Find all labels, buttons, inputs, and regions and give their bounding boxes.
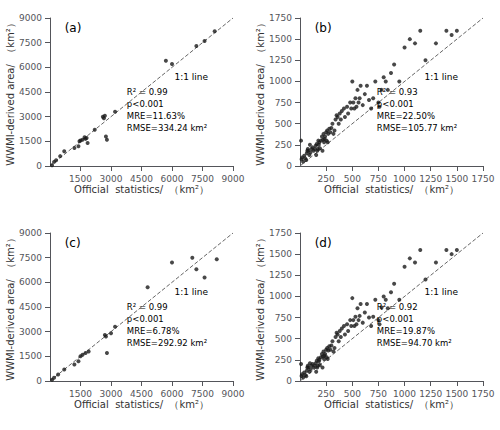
svg-text:750: 750 (370, 389, 387, 399)
svg-text:6000: 6000 (161, 174, 184, 184)
svg-text:1250: 1250 (269, 270, 292, 280)
svg-text:Official statistics/ （km²）: Official statistics/ （km²） (74, 399, 209, 410)
svg-text:1000: 1000 (393, 389, 416, 399)
svg-text:1:1 line: 1:1 line (424, 72, 458, 82)
svg-text:750: 750 (275, 313, 292, 323)
svg-text:1500: 1500 (19, 136, 42, 146)
svg-text:1:1 line: 1:1 line (174, 72, 208, 82)
svg-text:0: 0 (286, 376, 292, 386)
svg-text:500: 500 (275, 334, 292, 344)
svg-text:R² = 0.99: R² = 0.99 (127, 87, 168, 97)
svg-text:(b): (b) (315, 21, 332, 35)
svg-text:1250: 1250 (419, 174, 442, 184)
svg-text:4500: 4500 (130, 389, 153, 399)
svg-text:p<0.001: p<0.001 (377, 99, 414, 109)
svg-text:(a): (a) (65, 21, 82, 35)
svg-text:RMSE=292.92 km²: RMSE=292.92 km² (127, 338, 207, 348)
svg-text:1500: 1500 (19, 351, 42, 361)
svg-text:7500: 7500 (19, 253, 42, 263)
svg-text:7500: 7500 (19, 38, 42, 48)
svg-text:R² = 0.99: R² = 0.99 (127, 302, 168, 312)
svg-text:250: 250 (275, 140, 292, 150)
svg-text:1500: 1500 (445, 389, 468, 399)
svg-text:1750: 1750 (472, 389, 495, 399)
svg-text:9000: 9000 (222, 389, 245, 399)
svg-text:4500: 4500 (19, 302, 42, 312)
svg-text:7500: 7500 (191, 389, 214, 399)
svg-text:1500: 1500 (269, 34, 292, 44)
svg-text:Official statistics/ （km²）: Official statistics/ （km²） (74, 184, 209, 195)
svg-text:250: 250 (318, 174, 335, 184)
svg-text:WWMI-derived area/ （km²）: WWMI-derived area/ （km²） (255, 233, 266, 381)
svg-text:0: 0 (286, 161, 292, 171)
svg-text:6000: 6000 (19, 62, 42, 72)
svg-text:MRE=11.63%: MRE=11.63% (127, 111, 185, 121)
svg-text:MRE=6.78%: MRE=6.78% (127, 326, 180, 336)
svg-text:WWMI-derived area/ （km²）: WWMI-derived area/ （km²） (5, 233, 16, 381)
svg-text:R² = 0.92: R² = 0.92 (377, 302, 418, 312)
svg-text:3000: 3000 (100, 174, 123, 184)
svg-text:250: 250 (275, 355, 292, 365)
svg-text:0: 0 (36, 376, 42, 386)
svg-text:1:1 line: 1:1 line (174, 287, 208, 297)
svg-text:250: 250 (318, 389, 335, 399)
svg-text:1000: 1000 (269, 291, 292, 301)
svg-text:6000: 6000 (19, 277, 42, 287)
svg-text:1000: 1000 (393, 174, 416, 184)
svg-text:RMSE=105.77 km²: RMSE=105.77 km² (377, 123, 457, 133)
svg-text:RMSE=94.70 km²: RMSE=94.70 km² (377, 338, 452, 348)
svg-text:1750: 1750 (269, 13, 292, 23)
svg-text:1500: 1500 (269, 249, 292, 259)
svg-text:1000: 1000 (269, 76, 292, 86)
svg-text:WWMI-derived area/ （km²）: WWMI-derived area/ （km²） (255, 18, 266, 166)
svg-text:MRE=19.87%: MRE=19.87% (377, 326, 435, 336)
svg-text:0: 0 (36, 161, 42, 171)
svg-text:MRE=22.50%: MRE=22.50% (377, 111, 435, 121)
svg-text:500: 500 (344, 174, 361, 184)
svg-text:750: 750 (370, 174, 387, 184)
svg-text:WWMI-derived area/ （km²）: WWMI-derived area/ （km²） (5, 18, 16, 166)
svg-text:1250: 1250 (269, 55, 292, 65)
svg-text:3000: 3000 (19, 327, 42, 337)
svg-text:(c): (c) (65, 236, 81, 250)
svg-text:9000: 9000 (19, 13, 42, 23)
svg-text:4500: 4500 (19, 87, 42, 97)
svg-text:9000: 9000 (222, 174, 245, 184)
svg-text:6000: 6000 (161, 389, 184, 399)
svg-text:500: 500 (275, 119, 292, 129)
svg-text:4500: 4500 (130, 174, 153, 184)
svg-text:p<0.001: p<0.001 (127, 99, 164, 109)
svg-text:500: 500 (344, 389, 361, 399)
svg-text:(d): (d) (315, 236, 332, 250)
svg-text:Official statistics/ （km²）: Official statistics/ （km²） (324, 399, 459, 410)
svg-text:7500: 7500 (191, 174, 214, 184)
svg-text:1750: 1750 (269, 228, 292, 238)
svg-text:1500: 1500 (445, 174, 468, 184)
svg-text:3000: 3000 (19, 112, 42, 122)
svg-text:1500: 1500 (69, 389, 92, 399)
svg-text:1750: 1750 (472, 174, 495, 184)
svg-text:9000: 9000 (19, 228, 42, 238)
svg-text:Official statistics/ （km²）: Official statistics/ （km²） (324, 184, 459, 195)
svg-text:1500: 1500 (69, 174, 92, 184)
svg-text:3000: 3000 (100, 389, 123, 399)
svg-text:750: 750 (275, 98, 292, 108)
svg-text:RMSE=334.24 km²: RMSE=334.24 km² (127, 123, 207, 133)
svg-text:1:1 line: 1:1 line (424, 287, 458, 297)
svg-text:R² = 0.93: R² = 0.93 (377, 87, 418, 97)
svg-text:p<0.001: p<0.001 (127, 314, 164, 324)
svg-text:1250: 1250 (419, 389, 442, 399)
svg-text:p<0.001: p<0.001 (377, 314, 414, 324)
